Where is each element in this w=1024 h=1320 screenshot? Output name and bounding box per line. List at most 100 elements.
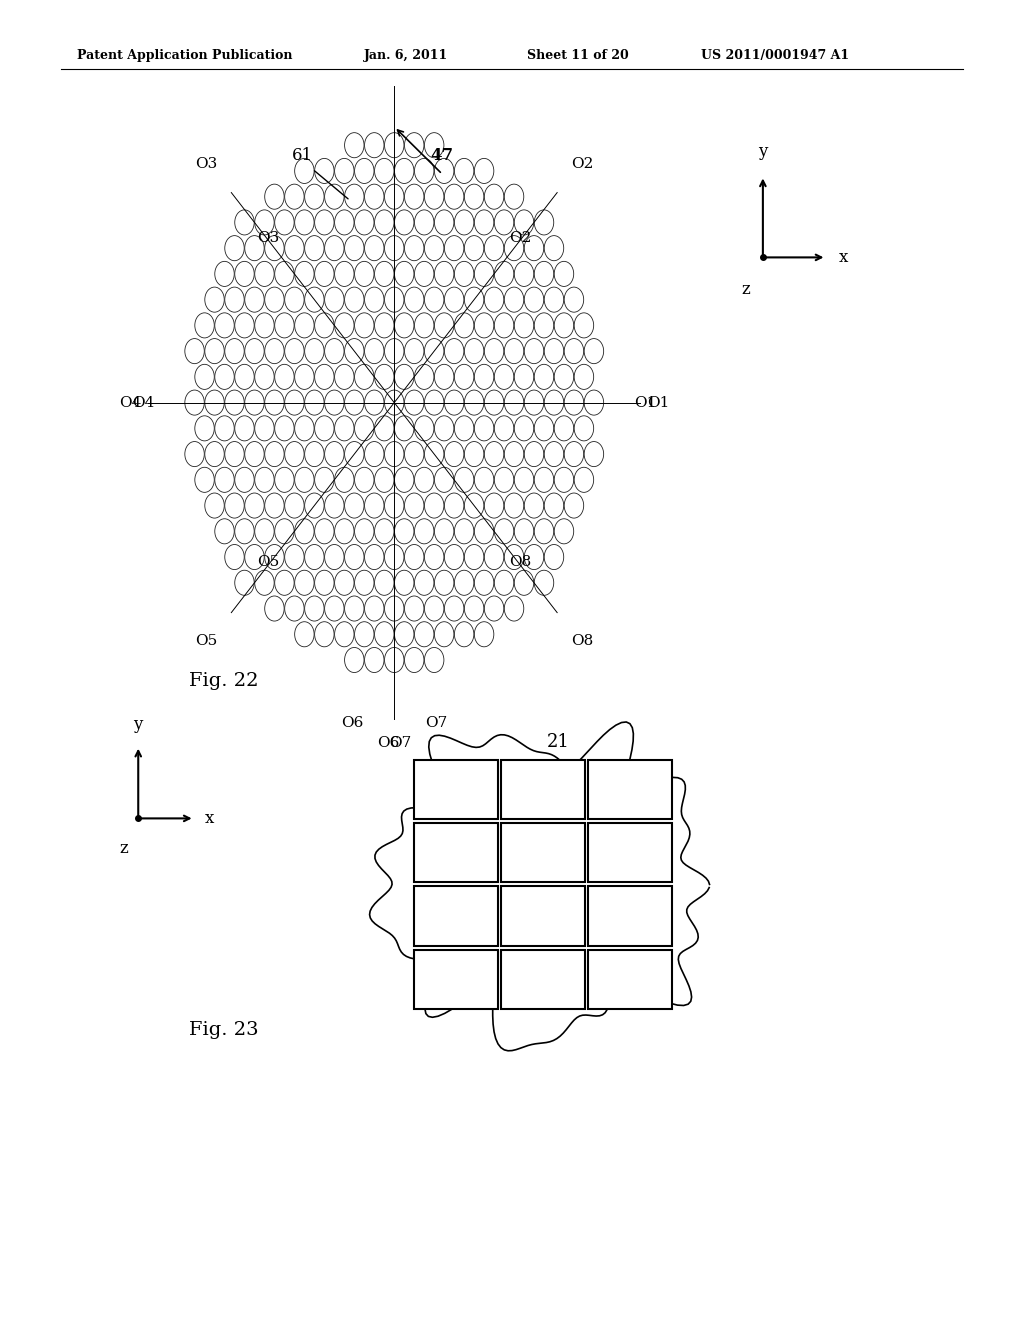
Ellipse shape bbox=[514, 519, 534, 544]
Ellipse shape bbox=[314, 158, 334, 183]
Ellipse shape bbox=[354, 158, 374, 183]
Ellipse shape bbox=[455, 570, 474, 595]
Ellipse shape bbox=[394, 416, 414, 441]
Ellipse shape bbox=[325, 597, 344, 622]
Ellipse shape bbox=[584, 339, 604, 363]
Ellipse shape bbox=[465, 545, 484, 570]
Ellipse shape bbox=[535, 210, 554, 235]
Ellipse shape bbox=[444, 339, 464, 363]
Ellipse shape bbox=[484, 597, 504, 622]
Ellipse shape bbox=[205, 288, 224, 313]
Ellipse shape bbox=[234, 416, 254, 441]
Ellipse shape bbox=[474, 519, 494, 544]
Text: O5: O5 bbox=[196, 635, 218, 648]
Ellipse shape bbox=[455, 364, 474, 389]
Bar bbox=[501, 824, 585, 882]
Ellipse shape bbox=[375, 622, 394, 647]
Ellipse shape bbox=[404, 339, 424, 363]
Ellipse shape bbox=[184, 339, 205, 363]
Ellipse shape bbox=[584, 441, 604, 467]
Ellipse shape bbox=[415, 261, 434, 286]
Ellipse shape bbox=[184, 391, 205, 414]
Ellipse shape bbox=[335, 313, 354, 338]
Ellipse shape bbox=[215, 416, 234, 441]
Ellipse shape bbox=[474, 570, 494, 595]
Ellipse shape bbox=[415, 416, 434, 441]
Ellipse shape bbox=[285, 236, 304, 261]
Ellipse shape bbox=[234, 261, 254, 286]
Ellipse shape bbox=[305, 185, 324, 209]
Bar bbox=[414, 950, 498, 1008]
Ellipse shape bbox=[335, 364, 354, 389]
Ellipse shape bbox=[314, 570, 334, 595]
Ellipse shape bbox=[404, 185, 424, 209]
Ellipse shape bbox=[215, 261, 234, 286]
Ellipse shape bbox=[365, 133, 384, 158]
Ellipse shape bbox=[305, 545, 324, 570]
Ellipse shape bbox=[325, 494, 344, 519]
Ellipse shape bbox=[344, 494, 365, 519]
Ellipse shape bbox=[335, 467, 354, 492]
Ellipse shape bbox=[474, 261, 494, 286]
Ellipse shape bbox=[424, 441, 444, 467]
Ellipse shape bbox=[434, 416, 454, 441]
Ellipse shape bbox=[514, 570, 534, 595]
Ellipse shape bbox=[365, 648, 384, 673]
Ellipse shape bbox=[444, 185, 464, 209]
Ellipse shape bbox=[335, 416, 354, 441]
Ellipse shape bbox=[474, 313, 494, 338]
Ellipse shape bbox=[535, 467, 554, 492]
Ellipse shape bbox=[195, 313, 214, 338]
Ellipse shape bbox=[354, 364, 374, 389]
Ellipse shape bbox=[514, 313, 534, 338]
Ellipse shape bbox=[394, 210, 414, 235]
Ellipse shape bbox=[274, 467, 294, 492]
Ellipse shape bbox=[234, 364, 254, 389]
Ellipse shape bbox=[274, 519, 294, 544]
Ellipse shape bbox=[444, 494, 464, 519]
Ellipse shape bbox=[274, 210, 294, 235]
Ellipse shape bbox=[385, 494, 404, 519]
Ellipse shape bbox=[574, 313, 594, 338]
Ellipse shape bbox=[385, 391, 404, 414]
Ellipse shape bbox=[434, 622, 454, 647]
Bar bbox=[588, 759, 672, 818]
Ellipse shape bbox=[434, 467, 454, 492]
Ellipse shape bbox=[325, 185, 344, 209]
Ellipse shape bbox=[215, 313, 234, 338]
Ellipse shape bbox=[354, 416, 374, 441]
Ellipse shape bbox=[375, 519, 394, 544]
Ellipse shape bbox=[264, 185, 285, 209]
Ellipse shape bbox=[245, 391, 264, 414]
Ellipse shape bbox=[285, 494, 304, 519]
Text: O4: O4 bbox=[119, 396, 141, 409]
Ellipse shape bbox=[514, 467, 534, 492]
Ellipse shape bbox=[245, 236, 264, 261]
Ellipse shape bbox=[305, 441, 324, 467]
Ellipse shape bbox=[295, 313, 314, 338]
Ellipse shape bbox=[554, 416, 573, 441]
Text: z: z bbox=[741, 281, 751, 298]
Ellipse shape bbox=[385, 648, 404, 673]
Ellipse shape bbox=[504, 288, 523, 313]
Ellipse shape bbox=[465, 236, 484, 261]
Ellipse shape bbox=[415, 364, 434, 389]
Ellipse shape bbox=[545, 441, 563, 467]
Ellipse shape bbox=[274, 313, 294, 338]
Ellipse shape bbox=[305, 288, 324, 313]
Ellipse shape bbox=[295, 364, 314, 389]
Ellipse shape bbox=[434, 210, 454, 235]
Ellipse shape bbox=[385, 441, 404, 467]
Ellipse shape bbox=[394, 261, 414, 286]
Ellipse shape bbox=[434, 364, 454, 389]
Ellipse shape bbox=[375, 261, 394, 286]
Ellipse shape bbox=[264, 545, 285, 570]
Ellipse shape bbox=[314, 519, 334, 544]
Ellipse shape bbox=[484, 545, 504, 570]
Ellipse shape bbox=[535, 416, 554, 441]
Ellipse shape bbox=[554, 364, 573, 389]
Ellipse shape bbox=[295, 467, 314, 492]
Ellipse shape bbox=[444, 236, 464, 261]
Ellipse shape bbox=[325, 236, 344, 261]
Ellipse shape bbox=[295, 622, 314, 647]
